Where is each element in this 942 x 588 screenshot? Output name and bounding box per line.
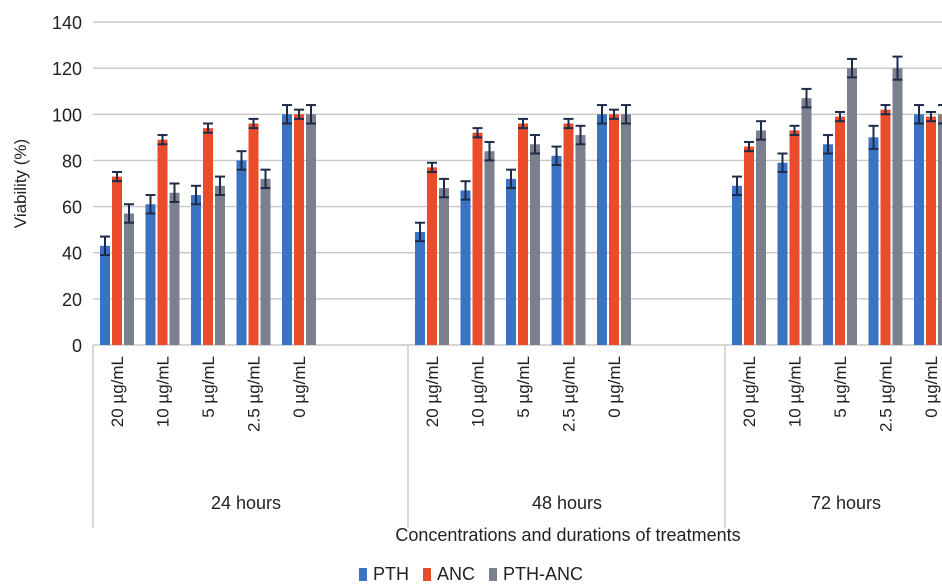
bar-pth [777, 162, 788, 345]
bar-anc [518, 123, 528, 345]
bar-pth-anc [801, 98, 812, 345]
bar-anc [880, 109, 891, 346]
x-tick-label: 2.5 µg/mL [560, 356, 579, 432]
bar-pth-anc [621, 114, 631, 346]
x-tick-label: 20 µg/mL [423, 356, 442, 427]
bar-pth-anc [756, 130, 766, 345]
bar-pth-anc [892, 68, 903, 346]
bar-anc [157, 139, 168, 345]
x-tick-label: 10 µg/mL [154, 356, 173, 427]
bar-anc [744, 146, 754, 345]
y-tick-label: 80 [62, 151, 82, 171]
legend-swatch-pth-anc [489, 567, 497, 581]
legend: PTH ANC PTH-ANC [0, 563, 942, 585]
bar-pth-anc [169, 192, 180, 345]
bar-pth [282, 114, 292, 346]
bar-anc [248, 123, 259, 345]
y-axis-title: Viability (%) [11, 139, 30, 228]
bar-pth-anc [439, 188, 449, 345]
bar-pth [145, 204, 156, 345]
bar-pth-anc [215, 185, 225, 345]
bar-pth [551, 155, 562, 345]
x-tick-label: 20 µg/mL [740, 356, 759, 427]
bar-anc [472, 132, 483, 345]
bar-pth [732, 185, 742, 345]
legend-label-anc: ANC [436, 563, 475, 584]
bar-anc [203, 128, 213, 345]
x-axis-title: Concentrations and durations of treatmen… [395, 525, 740, 545]
bar-pth [823, 144, 833, 345]
bar-anc [789, 130, 800, 345]
legend-swatch-anc [422, 567, 431, 581]
bar-pth [868, 137, 879, 345]
chart: 0 20 40 60 80 100 120 140 Viability (%) 20 µg/mL 1… [11, 13, 942, 545]
x-tick-label: 20 µg/mL [108, 356, 127, 427]
group-label: 72 hours [811, 493, 881, 513]
bar-anc [609, 114, 619, 346]
legend-swatch-pth [358, 567, 367, 581]
x-tick-label: 5 µg/mL [199, 356, 218, 418]
bar-anc [112, 176, 122, 345]
x-tick-label: 2.5 µg/mL [877, 356, 896, 432]
x-tick-label: 10 µg/mL [469, 356, 488, 427]
bar-pth-anc [847, 68, 857, 346]
y-tick-label: 60 [62, 198, 82, 218]
y-tick-label: 100 [52, 105, 82, 125]
bar-pth-anc [484, 151, 495, 345]
y-tick-label: 0 [72, 336, 82, 356]
bar-pth [506, 178, 516, 345]
legend-item-pth-anc: PTH-ANC [489, 564, 583, 585]
bar-anc [294, 114, 304, 346]
y-tick-label: 40 [62, 244, 82, 264]
bar-pth [914, 114, 924, 346]
bar-pth [460, 190, 471, 345]
group-label: 24 hours [211, 493, 281, 513]
bar-anc [427, 167, 437, 345]
legend-label-pth-anc: PTH-ANC [503, 563, 583, 584]
bar-pth-anc [306, 114, 316, 346]
bar-pth [415, 231, 425, 345]
x-tick-label: 0 µg/mL [290, 356, 309, 418]
bar-pth-anc [124, 213, 134, 345]
x-tick-label: 0 µg/mL [605, 356, 624, 418]
bar-pth [100, 245, 110, 345]
bar-pth [236, 160, 247, 345]
bar-pth-anc [260, 178, 271, 345]
x-tick-label: 0 µg/mL [922, 356, 941, 418]
bar-anc [563, 123, 574, 345]
bar-pth-anc [938, 114, 942, 346]
bar-anc [926, 116, 936, 345]
y-tick-label: 120 [52, 59, 82, 79]
bar-pth-anc [530, 144, 540, 345]
bar-anc [835, 116, 845, 345]
legend-item-pth: PTH [358, 563, 409, 585]
legend-item-anc: ANC [422, 563, 475, 585]
y-tick-label: 140 [52, 13, 82, 33]
x-tick-label: 5 µg/mL [514, 356, 533, 418]
x-tick-label: 2.5 µg/mL [245, 356, 264, 432]
bar-pth [191, 195, 201, 345]
x-tick-label: 10 µg/mL [786, 356, 805, 427]
bar-pth [597, 114, 607, 346]
bar-pth-anc [575, 135, 586, 345]
y-tick-label: 20 [62, 290, 82, 310]
legend-label-pth: PTH [372, 563, 409, 584]
x-tick-label: 5 µg/mL [831, 356, 850, 418]
group-label: 48 hours [532, 493, 602, 513]
